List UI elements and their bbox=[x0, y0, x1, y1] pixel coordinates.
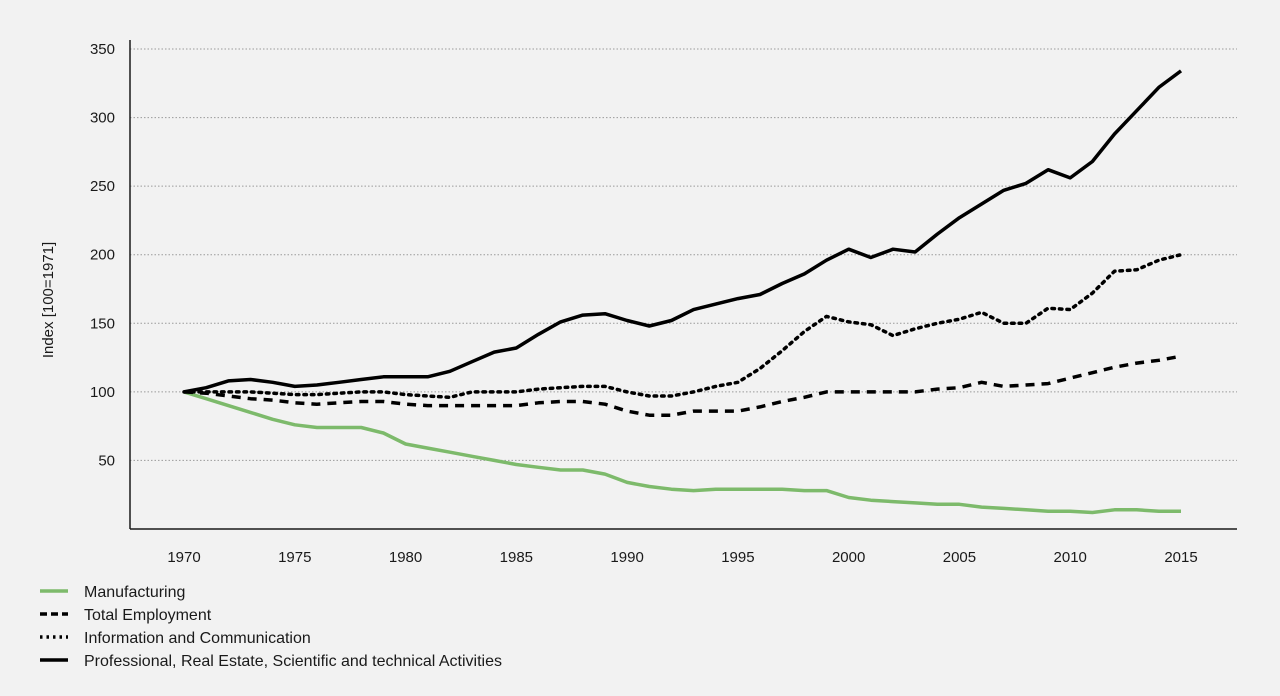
y-tick-label: 350 bbox=[90, 41, 115, 58]
x-tick-labels: 1970 1975 1980 1985 1990 1995 2000 2005 2010 2015 bbox=[167, 549, 1197, 566]
x-tick-label: 1985 bbox=[500, 549, 533, 566]
series-line-3 bbox=[183, 69, 1183, 394]
x-tick-label: 2005 bbox=[943, 549, 976, 566]
y-tick-label: 200 bbox=[90, 247, 115, 264]
series-line-2 bbox=[182, 252, 1183, 400]
legend: Manufacturing Total Employment Information… bbox=[40, 584, 502, 670]
x-tick-label: 2015 bbox=[1164, 549, 1197, 566]
y-tick-label: 250 bbox=[90, 178, 115, 195]
series-line-1 bbox=[183, 354, 1182, 417]
x-tick-label: 2010 bbox=[1054, 549, 1087, 566]
x-tick-label: 1975 bbox=[278, 549, 311, 566]
y-tick-label: 150 bbox=[90, 315, 115, 332]
y-tick-label: 50 bbox=[98, 452, 115, 469]
legend-label: Manufacturing bbox=[84, 584, 185, 601]
x-tick-label: 1995 bbox=[721, 549, 754, 566]
axes bbox=[129, 40, 1237, 530]
series-lines bbox=[182, 69, 1183, 515]
x-tick-label: 1990 bbox=[610, 549, 643, 566]
legend-label: Information and Communication bbox=[84, 630, 311, 647]
y-tick-label: 100 bbox=[90, 384, 115, 401]
gridlines bbox=[130, 48, 1237, 461]
y-tick-labels: 50 100 150 200 250 300 350 bbox=[90, 41, 115, 469]
y-tick-label: 300 bbox=[90, 110, 115, 127]
x-tick-label: 1970 bbox=[167, 549, 200, 566]
legend-label: Professional, Real Estate, Scientific an… bbox=[84, 653, 502, 670]
x-tick-label: 1980 bbox=[389, 549, 422, 566]
series-line-0 bbox=[183, 390, 1181, 515]
legend-label: Total Employment bbox=[84, 607, 212, 624]
x-tick-label: 2000 bbox=[832, 549, 865, 566]
y-axis-title: Index [100=1971] bbox=[40, 242, 57, 358]
